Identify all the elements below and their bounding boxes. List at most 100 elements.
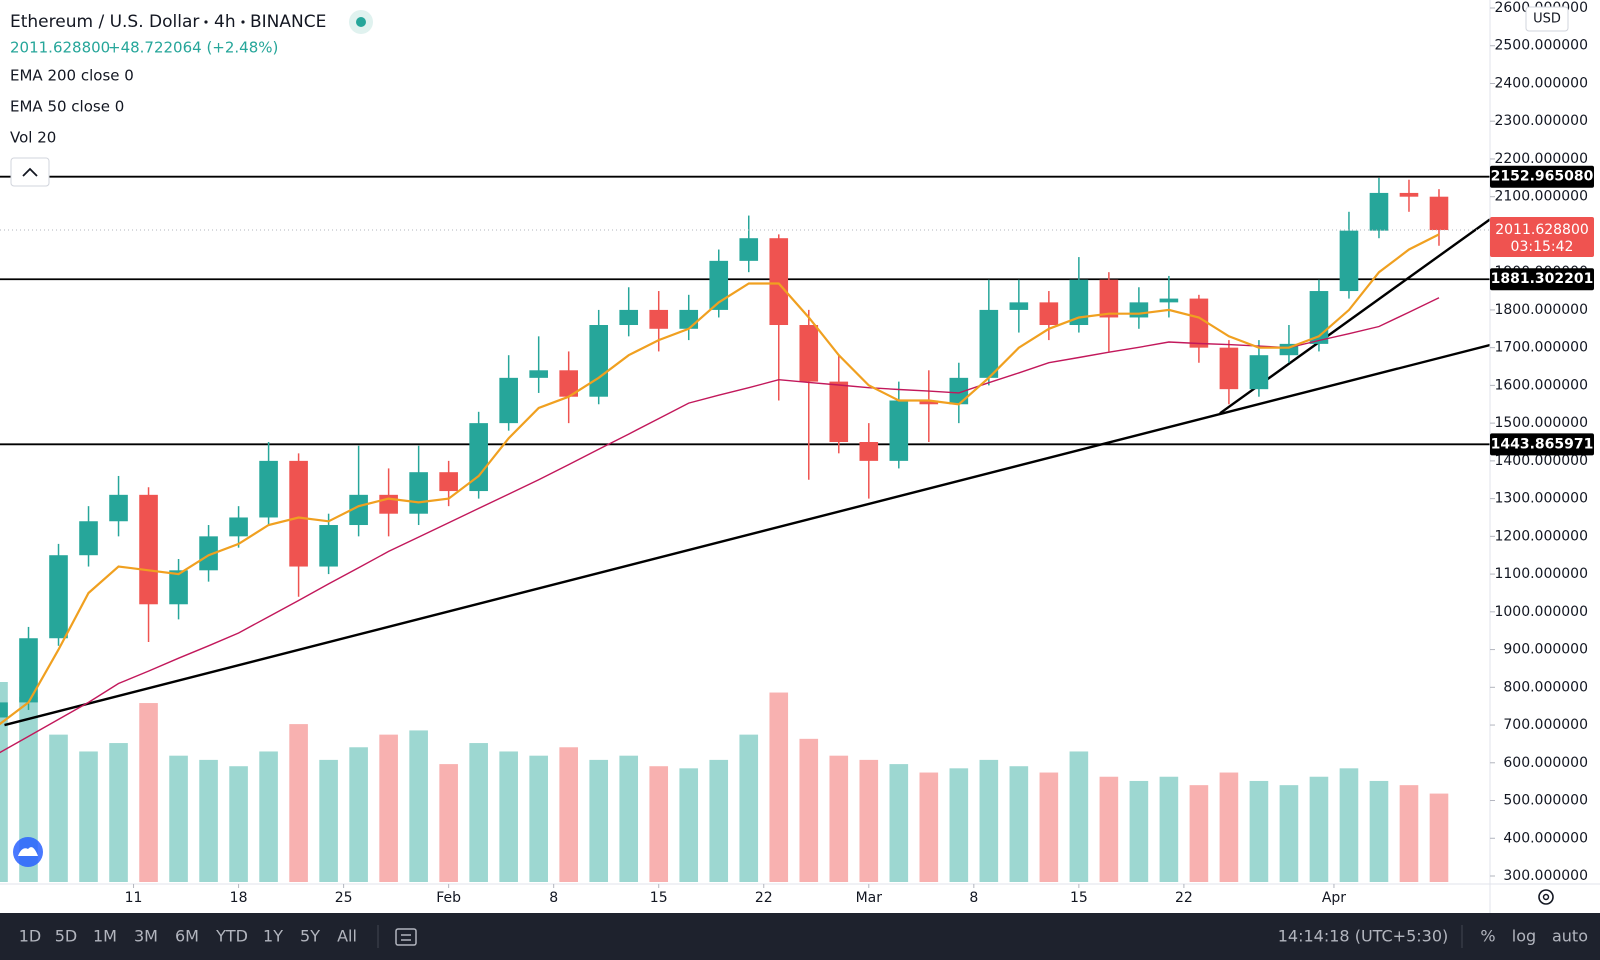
candle-body <box>169 570 188 605</box>
settings-icon[interactable] <box>1538 889 1554 905</box>
x-tick-label: Mar <box>856 890 883 906</box>
candle-body <box>769 238 789 326</box>
volume-bar <box>109 743 128 882</box>
candle-body <box>109 494 128 522</box>
y-tick-label: 800.000000 <box>1503 679 1588 695</box>
y-tick-label: 2100.000000 <box>1494 189 1588 205</box>
level-label-box <box>1490 433 1594 456</box>
candle-body <box>559 370 578 397</box>
candle-body <box>919 400 939 405</box>
y-tick-label: 900.000000 <box>1503 642 1588 658</box>
x-tick-label: Apr <box>1322 890 1346 906</box>
volume-bar <box>1309 776 1329 882</box>
chevron-icon <box>22 167 38 177</box>
candle-body <box>469 423 488 492</box>
range-button[interactable]: 1Y <box>263 927 283 946</box>
volume-bar <box>889 764 909 882</box>
candle-body <box>739 238 759 261</box>
candle-body <box>79 521 98 556</box>
volume-bar <box>1009 766 1029 882</box>
volume-bar <box>709 759 729 882</box>
level-label: 1881.302201 <box>1491 271 1594 287</box>
volume-bar <box>289 724 308 882</box>
volume-bar <box>649 766 669 882</box>
y-tick-label: 1800.000000 <box>1494 302 1588 318</box>
y-tick-label: 2200.000000 <box>1494 151 1588 167</box>
y-tick-label: 700.000000 <box>1503 717 1588 733</box>
volume-bar <box>589 759 609 882</box>
volume-bar <box>169 755 188 882</box>
candle-body <box>1309 291 1329 344</box>
volume-bar <box>1339 768 1359 882</box>
auto-toggle[interactable]: auto <box>1552 927 1588 946</box>
range-button[interactable]: 6M <box>175 927 199 946</box>
candle-body <box>439 472 458 492</box>
volume-bar <box>919 772 939 882</box>
candle-body <box>0 702 8 718</box>
volume-bar <box>769 692 789 882</box>
last-price: 2011.628800 <box>10 39 110 57</box>
range-buttons: 1D 5D 1M 3M 6M YTD 1Y 5Y All <box>19 927 357 946</box>
y-tick-label: 2300.000000 <box>1494 113 1588 129</box>
candle-body <box>139 494 158 605</box>
x-tick-label: 8 <box>969 890 978 906</box>
last-price-box <box>1490 217 1594 258</box>
currency-button[interactable] <box>1525 6 1569 32</box>
volume-bar <box>829 755 849 882</box>
volume-bar <box>949 768 969 882</box>
price-axis: 300.000000 400.000000 500.000000 600.000000… <box>1490 0 1594 884</box>
candle-body <box>1429 196 1449 231</box>
candle-body <box>949 377 969 405</box>
indicator-legend[interactable]: EMA 200 close 0 <box>10 67 134 85</box>
range-button[interactable]: All <box>337 927 357 946</box>
candle-body <box>1039 302 1059 326</box>
indicator-legend[interactable]: EMA 50 close 0 <box>10 98 124 116</box>
candle-body <box>649 309 669 329</box>
y-tick-label: 1400.000000 <box>1494 453 1588 469</box>
volume-bar <box>1129 780 1149 882</box>
volume-bar <box>979 759 999 882</box>
candle-body <box>589 325 609 397</box>
x-tick-label: 11 <box>125 890 143 906</box>
range-button[interactable]: 1M <box>93 927 117 946</box>
log-toggle[interactable]: log <box>1512 927 1536 946</box>
volume-bar <box>679 768 699 882</box>
candle-body <box>499 377 518 424</box>
percent-toggle[interactable]: % <box>1480 927 1495 946</box>
market-status-dot <box>356 17 366 27</box>
indicator-legend[interactable]: Vol 20 <box>10 129 56 147</box>
y-tick-label: 600.000000 <box>1503 755 1588 771</box>
plot-area <box>0 175 1490 882</box>
range-button[interactable]: 5D <box>55 927 78 946</box>
volume-bar <box>379 734 398 882</box>
compare-icon[interactable] <box>395 928 417 946</box>
candle-body <box>259 460 278 518</box>
toolbar <box>0 913 1600 960</box>
volume-bar <box>739 734 759 882</box>
range-button[interactable]: 5Y <box>300 927 320 946</box>
y-tick-label: 1500.000000 <box>1494 415 1588 431</box>
volume-bar <box>319 759 338 882</box>
range-button[interactable]: 3M <box>134 927 158 946</box>
volume-bar <box>499 751 518 882</box>
separator <box>241 20 245 24</box>
candle-body <box>1129 302 1149 318</box>
volume-bar <box>199 759 218 882</box>
exchange: BINANCE <box>250 12 326 32</box>
range-button[interactable]: 1D <box>19 927 42 946</box>
ema-line <box>0 297 1440 754</box>
candle-body <box>1279 343 1299 356</box>
y-tick-label: 1000.000000 <box>1494 604 1588 620</box>
symbol: Ethereum / U.S. Dollar <box>10 12 199 32</box>
collapse-button[interactable] <box>10 157 50 187</box>
candle-body <box>1189 298 1209 348</box>
candle-body <box>1069 279 1089 326</box>
y-tick-label: 1600.000000 <box>1494 377 1588 393</box>
candle-body <box>199 536 218 571</box>
x-tick-label: 18 <box>230 890 248 906</box>
volume-bar <box>1369 780 1389 882</box>
last-price-label: 2011.628800 <box>1495 222 1589 238</box>
trendline <box>4 343 1490 727</box>
range-button[interactable]: YTD <box>215 927 248 946</box>
volume-bar <box>1429 793 1449 882</box>
